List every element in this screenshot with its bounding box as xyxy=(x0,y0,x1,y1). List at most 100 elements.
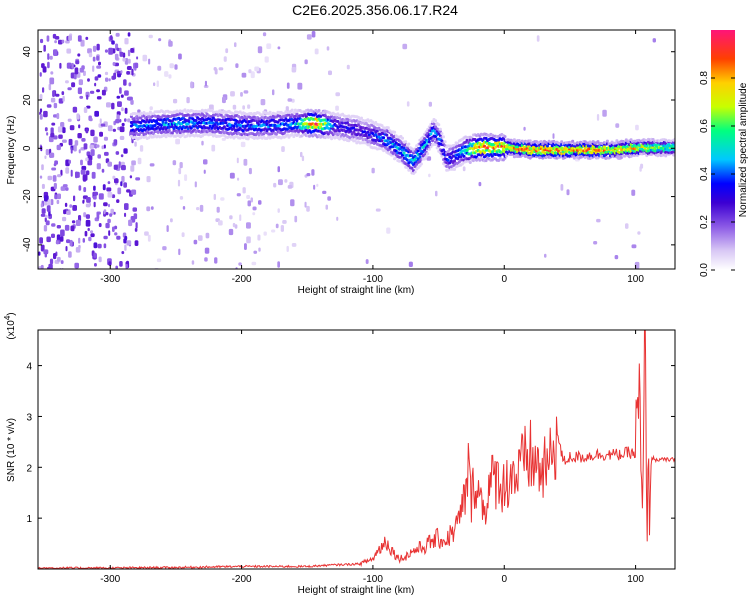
noise-cell xyxy=(593,241,598,245)
noise-cell xyxy=(87,227,90,232)
noise-cell xyxy=(40,38,44,44)
ridge-cell xyxy=(144,132,148,136)
noise-cell xyxy=(86,105,91,109)
noise-cell xyxy=(103,136,108,141)
noise-cell xyxy=(119,261,123,267)
noise-cell xyxy=(57,256,61,262)
noise-cell xyxy=(82,174,88,181)
ridge-cell xyxy=(287,113,291,117)
noise-cell xyxy=(234,42,237,48)
noise-cell xyxy=(93,252,97,258)
ridge-cell xyxy=(289,115,293,119)
noise-cell xyxy=(175,138,180,145)
noise-cell xyxy=(121,251,125,255)
noise-cell xyxy=(100,123,106,127)
noise-cell xyxy=(178,167,182,175)
noise-cell xyxy=(53,163,57,167)
noise-cell xyxy=(68,251,72,258)
noise-cell xyxy=(85,203,91,208)
noise-cell xyxy=(118,161,121,169)
ridge-cell xyxy=(431,120,434,124)
noise-cell xyxy=(169,63,174,69)
noise-cell xyxy=(120,70,123,74)
noise-cell xyxy=(300,151,303,158)
noise-cell xyxy=(74,67,79,75)
noise-cell xyxy=(198,235,203,241)
noise-cell xyxy=(39,94,43,101)
noise-cell xyxy=(51,233,55,238)
noise-cell xyxy=(71,220,76,224)
noise-cell xyxy=(67,118,72,122)
noise-cell xyxy=(112,128,116,132)
ridge-cell xyxy=(468,161,472,164)
noise-cell xyxy=(50,132,55,138)
noise-cell xyxy=(386,227,391,234)
noise-cell xyxy=(428,101,432,107)
noise-cell xyxy=(257,46,263,54)
noise-cell xyxy=(112,175,116,180)
noise-cell xyxy=(114,232,118,236)
ridge-cell xyxy=(163,123,166,127)
noise-cell xyxy=(272,89,275,96)
noise-cell xyxy=(97,243,102,249)
noise-cell xyxy=(277,208,280,213)
noise-cell xyxy=(80,159,83,166)
noise-cell xyxy=(127,118,131,123)
noise-cell xyxy=(43,44,46,52)
noise-cell xyxy=(147,234,151,242)
noise-cell xyxy=(375,208,381,212)
ridge-cell xyxy=(345,121,349,125)
noise-cell xyxy=(77,35,82,42)
noise-cell xyxy=(121,165,126,171)
noise-cell xyxy=(284,179,288,183)
noise-cell xyxy=(74,262,79,269)
ridge-cell xyxy=(401,153,404,157)
noise-cell xyxy=(68,35,72,41)
ridge-cell xyxy=(397,143,401,147)
ridge-cell xyxy=(416,149,420,153)
noise-cell xyxy=(121,175,125,183)
noise-cell xyxy=(94,263,97,267)
noise-cell xyxy=(248,167,252,175)
noise-cell xyxy=(50,127,54,135)
noise-cell xyxy=(78,237,81,244)
noise-cell xyxy=(162,246,167,251)
noise-cell xyxy=(193,239,198,245)
noise-cell xyxy=(260,99,266,106)
noise-cell xyxy=(544,253,547,258)
noise-cell xyxy=(129,175,133,179)
noise-cell xyxy=(88,236,92,242)
ridge-cell xyxy=(353,139,357,143)
noise-cell xyxy=(146,206,151,212)
noise-cell xyxy=(240,92,243,97)
noise-cell xyxy=(121,107,124,112)
noise-cell xyxy=(115,119,120,124)
noise-cell xyxy=(49,55,53,60)
noise-cell xyxy=(113,72,117,80)
noise-cell xyxy=(124,235,128,241)
noise-cell xyxy=(47,61,50,69)
noise-cell xyxy=(311,31,316,38)
colorbar-label: Normalized spectral amplitude xyxy=(738,82,749,217)
ridge-cell xyxy=(153,124,157,127)
noise-cell xyxy=(116,95,121,99)
ridge-cell xyxy=(181,132,185,136)
noise-cell xyxy=(177,179,181,187)
noise-cell xyxy=(50,71,54,75)
ridge-cell xyxy=(167,129,171,132)
noise-cell xyxy=(111,194,116,199)
noise-cell xyxy=(83,187,87,193)
noise-cell xyxy=(99,118,102,124)
noise-cell xyxy=(75,171,78,179)
noise-cell xyxy=(56,225,61,229)
ridge-cell xyxy=(338,116,341,120)
noise-cell xyxy=(134,227,138,232)
noise-cell xyxy=(120,94,124,98)
ridge-cell xyxy=(402,146,406,150)
noise-cell xyxy=(65,246,68,252)
noise-cell xyxy=(57,193,61,200)
noise-cell xyxy=(70,147,73,154)
ridge-cell xyxy=(386,126,390,130)
noise-cell xyxy=(291,243,297,247)
